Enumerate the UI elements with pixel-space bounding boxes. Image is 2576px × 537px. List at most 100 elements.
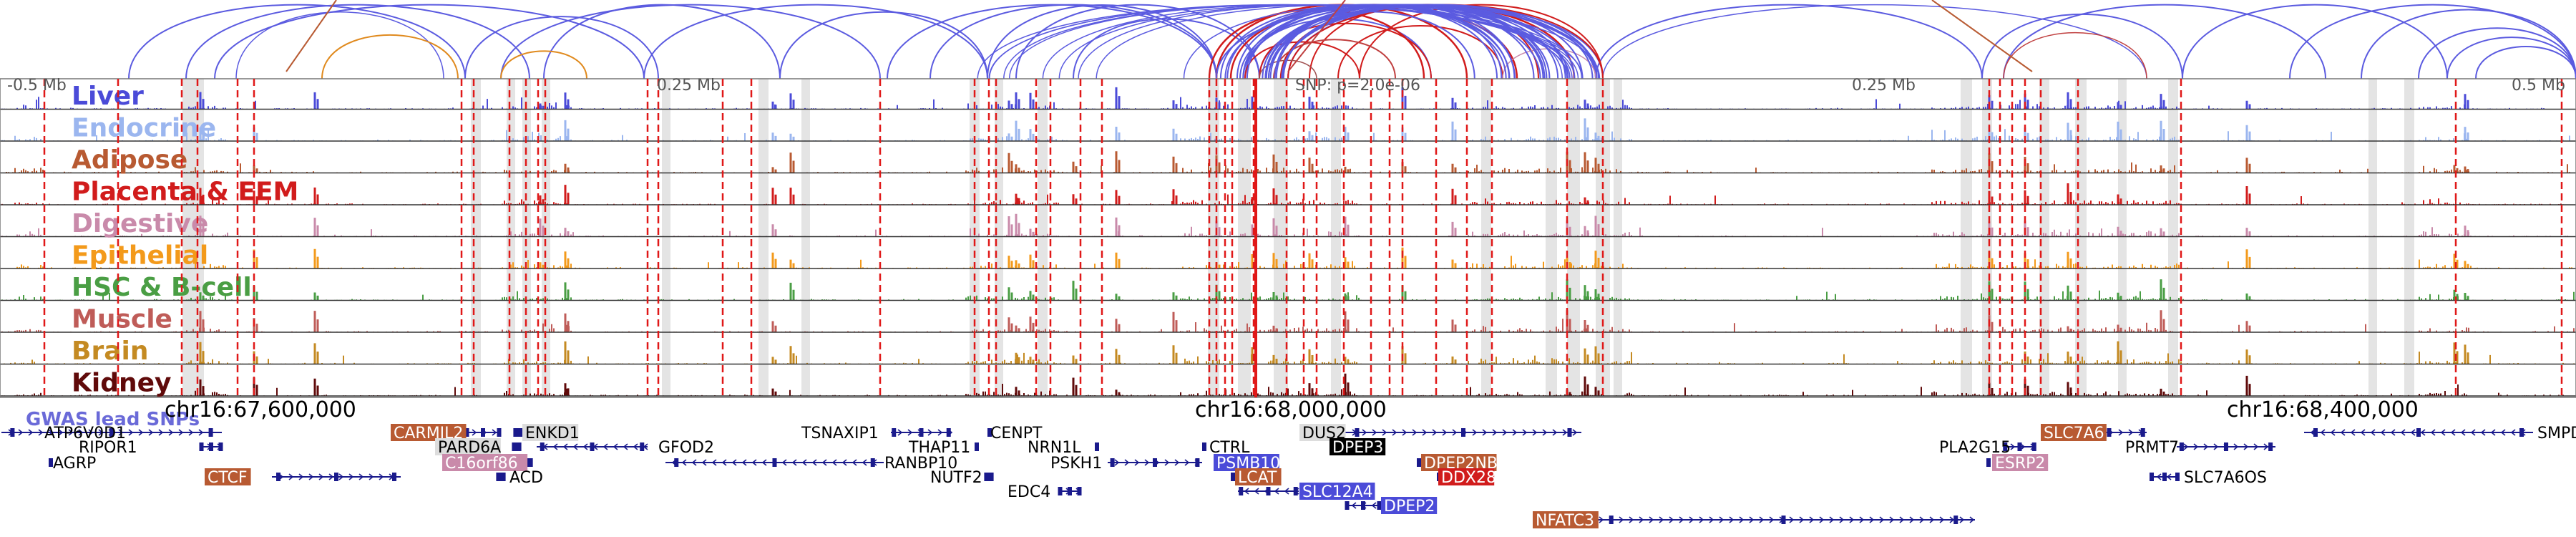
shaded-band bbox=[995, 79, 1003, 397]
gene-label: EDC4 bbox=[1008, 483, 1050, 501]
shaded-band bbox=[2404, 79, 2414, 397]
exon bbox=[2017, 442, 2022, 451]
signal-track: Endocrine bbox=[0, 114, 2576, 143]
exon bbox=[2268, 442, 2273, 451]
gene: NUTF2 bbox=[930, 469, 994, 487]
exon bbox=[989, 473, 994, 481]
exon bbox=[199, 442, 204, 451]
gene: SLC12A4 bbox=[1238, 483, 1375, 501]
gene: SLC7A6 bbox=[2041, 424, 2147, 442]
strand-arrows bbox=[1244, 488, 1299, 495]
gene-label: THAP11 bbox=[908, 439, 970, 457]
exon bbox=[1417, 458, 1421, 467]
interaction-arc bbox=[500, 4, 881, 79]
gene: RANBP10 bbox=[665, 455, 957, 473]
gene-label: DDX28 bbox=[1441, 469, 1496, 487]
shaded-band bbox=[970, 79, 980, 397]
gene: LCAT bbox=[1231, 468, 1282, 487]
exon bbox=[987, 473, 991, 481]
coordinate-label: chr16:68,000,000 bbox=[1195, 397, 1387, 422]
shaded-band bbox=[2039, 79, 2049, 397]
gene-label: RIPOR1 bbox=[79, 439, 137, 457]
exon bbox=[1609, 516, 1614, 524]
gene-label: PARD6A bbox=[438, 439, 501, 457]
gene-label-box bbox=[1330, 438, 1386, 455]
exon bbox=[640, 442, 645, 451]
exon bbox=[501, 473, 506, 481]
interaction-arc bbox=[1359, 4, 1604, 79]
track-label: Brain bbox=[72, 337, 148, 366]
gene-label-box bbox=[1381, 497, 1438, 514]
track-label: Liver bbox=[72, 82, 144, 111]
exon bbox=[392, 473, 396, 481]
exon bbox=[218, 442, 223, 451]
exon bbox=[526, 458, 531, 467]
gene-label-box bbox=[442, 454, 528, 471]
exon bbox=[1239, 487, 1244, 495]
gene-label: PSKH1 bbox=[1050, 455, 1102, 473]
exon bbox=[2140, 428, 2145, 437]
track-label: Adipose bbox=[72, 145, 187, 175]
gene-label: CTCF bbox=[208, 469, 248, 487]
gene-label: RANBP10 bbox=[884, 455, 957, 473]
exon bbox=[674, 458, 679, 467]
interaction-arc bbox=[1267, 4, 1594, 79]
exon bbox=[1345, 501, 1350, 510]
shaded-band bbox=[522, 79, 531, 397]
gene-label-box bbox=[1992, 454, 2049, 471]
snp-dashed-lines bbox=[43, 79, 2563, 397]
interaction-arc bbox=[1337, 25, 1503, 79]
gene: THAP11 bbox=[908, 439, 979, 457]
shaded-band bbox=[2075, 79, 2087, 397]
shaded-band bbox=[2168, 79, 2178, 397]
interaction-arc bbox=[500, 50, 587, 79]
exon bbox=[2003, 442, 2008, 451]
interaction-arc bbox=[1259, 22, 1432, 79]
exon bbox=[517, 442, 522, 451]
strand-arrows bbox=[2156, 473, 2172, 480]
gene-label: ATP6V0D1 bbox=[44, 425, 126, 442]
interaction-arc bbox=[977, 4, 1584, 79]
gene: AGRP bbox=[49, 455, 96, 473]
gene: DPEP2 bbox=[1345, 497, 1438, 516]
track-label: Muscle bbox=[72, 305, 172, 334]
exon bbox=[2416, 428, 2421, 437]
interaction-arc bbox=[779, 11, 988, 79]
exon bbox=[590, 442, 595, 451]
interaction-arc bbox=[543, 4, 781, 79]
interaction-arc bbox=[235, 11, 444, 79]
axis-label-right: 0.5 Mb bbox=[2512, 77, 2565, 95]
exon bbox=[1202, 442, 1206, 451]
exon bbox=[870, 458, 875, 467]
gene-label: C16orf86 bbox=[445, 455, 518, 473]
interaction-arc bbox=[2475, 46, 2576, 79]
axis-label-left: -0.5 Mb bbox=[7, 77, 67, 95]
exon bbox=[2107, 428, 2112, 437]
interaction-arc bbox=[1981, 14, 2183, 79]
shaded-band bbox=[1546, 79, 1557, 397]
interaction-arc bbox=[643, 4, 988, 79]
exon bbox=[512, 442, 517, 451]
exon bbox=[1058, 487, 1063, 495]
gwas-lead-snps-label: GWAS lead SNPs bbox=[26, 409, 200, 430]
signal-track: Brain bbox=[0, 337, 2576, 366]
shaded-band bbox=[1961, 79, 1972, 397]
exon bbox=[1095, 442, 1099, 451]
gene-label: ACD bbox=[509, 469, 543, 487]
exon bbox=[919, 428, 924, 437]
exon bbox=[975, 442, 979, 451]
exon bbox=[540, 442, 545, 451]
gene: C16orf86 bbox=[442, 454, 533, 473]
gene: PLA2G15 bbox=[1939, 439, 2036, 457]
gene-label: NRN1L bbox=[1028, 439, 1081, 457]
gene-label-box bbox=[435, 438, 501, 455]
signal-track: HSC & B-cell bbox=[0, 273, 2576, 302]
interaction-arc bbox=[2289, 4, 2576, 79]
exon bbox=[49, 458, 53, 467]
signal-track: Digestive bbox=[0, 209, 2576, 238]
exon bbox=[481, 428, 485, 437]
shaded-band bbox=[471, 79, 481, 397]
track-axis: -0.5 Mb 0.25 Mb 0.25 Mb 0.5 Mb SNP: p=2.0e-0… bbox=[7, 77, 2565, 95]
exon bbox=[1266, 487, 1271, 495]
